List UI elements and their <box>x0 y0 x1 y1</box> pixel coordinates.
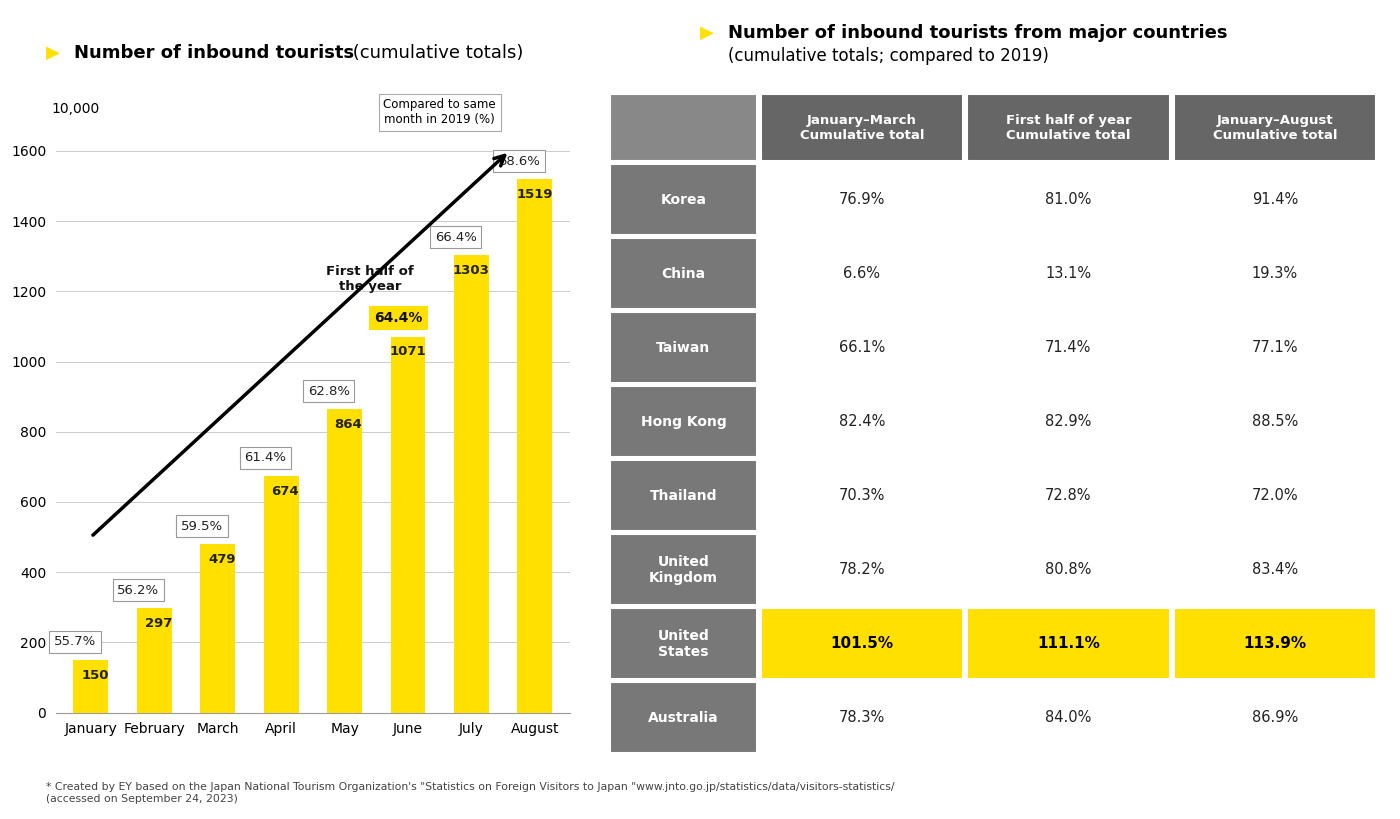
Text: 479: 479 <box>209 553 235 566</box>
Text: Number of inbound tourists: Number of inbound tourists <box>74 44 354 62</box>
Text: 82.4%: 82.4% <box>839 414 885 429</box>
Text: (cumulative totals; compared to 2019): (cumulative totals; compared to 2019) <box>728 47 1049 65</box>
Text: 70.3%: 70.3% <box>839 488 885 503</box>
Text: 86.9%: 86.9% <box>1252 710 1298 725</box>
Text: 864: 864 <box>335 418 363 431</box>
Text: 113.9%: 113.9% <box>1243 636 1306 651</box>
Text: 10,000: 10,000 <box>52 102 99 115</box>
Text: Thailand: Thailand <box>650 489 717 503</box>
Text: 80.8%: 80.8% <box>1046 562 1092 577</box>
Text: ▶: ▶ <box>46 44 60 62</box>
Text: January–March
Cumulative total: January–March Cumulative total <box>799 114 924 142</box>
Bar <box>200 545 235 713</box>
Text: 72.0%: 72.0% <box>1252 488 1298 503</box>
Bar <box>391 337 426 713</box>
Text: 56.2%: 56.2% <box>118 584 160 597</box>
Text: United
States: United States <box>658 629 710 658</box>
Text: 59.5%: 59.5% <box>181 520 223 533</box>
Text: 297: 297 <box>144 617 172 630</box>
Text: 55.7%: 55.7% <box>55 636 97 649</box>
Text: First half of
the year: First half of the year <box>326 265 414 292</box>
Text: 66.4%: 66.4% <box>434 231 476 243</box>
Text: 82.9%: 82.9% <box>1046 414 1092 429</box>
Text: Number of inbound tourists from major countries: Number of inbound tourists from major co… <box>728 24 1228 42</box>
Text: 71.4%: 71.4% <box>1046 340 1092 355</box>
Text: ▶: ▶ <box>700 24 714 42</box>
Text: 62.8%: 62.8% <box>308 385 350 398</box>
Bar <box>518 179 553 713</box>
Bar <box>137 609 172 713</box>
Text: 77.1%: 77.1% <box>1252 340 1298 355</box>
Text: 83.4%: 83.4% <box>1252 562 1298 577</box>
Bar <box>263 476 298 713</box>
Text: China: China <box>661 267 706 281</box>
Text: 88.5%: 88.5% <box>1252 414 1298 429</box>
Text: Taiwan: Taiwan <box>657 341 711 355</box>
Text: (cumulative totals): (cumulative totals) <box>347 44 524 62</box>
Bar <box>73 660 108 713</box>
Text: Compared to same
month in 2019 (%): Compared to same month in 2019 (%) <box>384 98 496 126</box>
Text: 84.0%: 84.0% <box>1046 710 1092 725</box>
Text: 72.8%: 72.8% <box>1046 488 1092 503</box>
Text: 68.6%: 68.6% <box>498 155 540 168</box>
Text: 66.1%: 66.1% <box>839 340 885 355</box>
Text: United
Kingdom: United Kingdom <box>650 554 718 585</box>
Text: 19.3%: 19.3% <box>1252 266 1298 281</box>
Text: Australia: Australia <box>648 711 718 725</box>
Text: Hong Kong: Hong Kong <box>641 414 727 428</box>
Bar <box>454 256 489 713</box>
Text: 1303: 1303 <box>452 264 489 277</box>
Text: 674: 674 <box>272 485 300 498</box>
Text: 81.0%: 81.0% <box>1046 192 1092 207</box>
Text: 150: 150 <box>81 668 109 681</box>
Text: 78.3%: 78.3% <box>839 710 885 725</box>
Bar <box>328 410 363 713</box>
Text: 64.4%: 64.4% <box>374 311 423 325</box>
Text: * Created by EY based on the Japan National Tourism Organization's "Statistics o: * Created by EY based on the Japan Natio… <box>46 782 895 803</box>
Text: 1519: 1519 <box>517 188 553 201</box>
Text: Korea: Korea <box>661 192 707 206</box>
Text: January–August
Cumulative total: January–August Cumulative total <box>1212 114 1337 142</box>
Text: 91.4%: 91.4% <box>1252 192 1298 207</box>
Text: 13.1%: 13.1% <box>1046 266 1092 281</box>
Text: First half of year
Cumulative total: First half of year Cumulative total <box>1005 114 1131 142</box>
Text: 78.2%: 78.2% <box>839 562 885 577</box>
Text: 101.5%: 101.5% <box>830 636 893 651</box>
Text: 76.9%: 76.9% <box>839 192 885 207</box>
Text: 6.6%: 6.6% <box>843 266 881 281</box>
Text: 61.4%: 61.4% <box>245 451 287 464</box>
Text: 111.1%: 111.1% <box>1037 636 1100 651</box>
Text: 1071: 1071 <box>389 346 426 359</box>
